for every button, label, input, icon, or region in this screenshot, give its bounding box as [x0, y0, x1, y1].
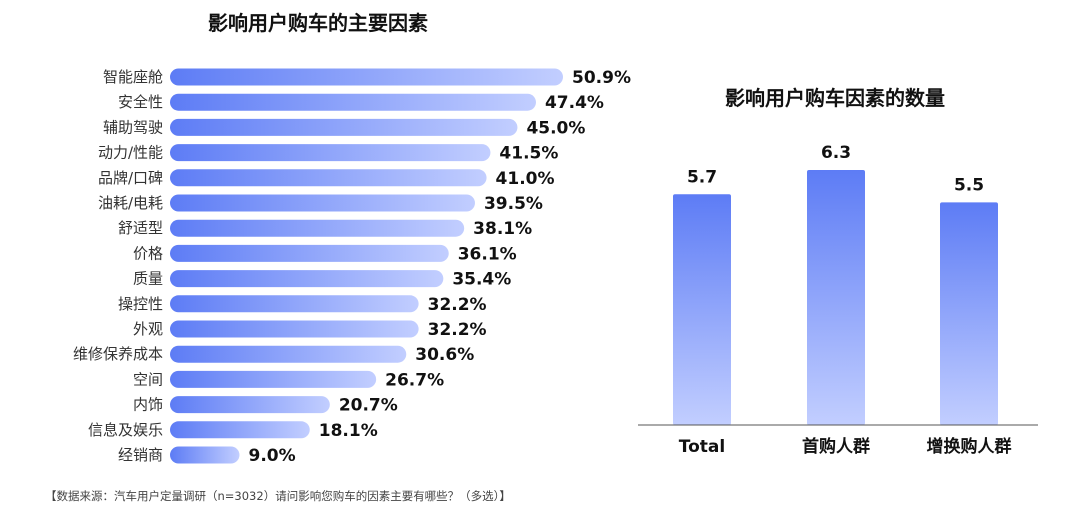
category-label: 智能座舱 [103, 68, 163, 86]
value-label: 20.7% [339, 396, 398, 416]
value-label: 30.6% [415, 345, 474, 365]
value-label: 35.4% [452, 270, 511, 290]
value-label: 32.2% [428, 295, 487, 315]
source-note: 【数据来源：汽车用户定量调研（n=3032）请问影响您购车的因素主要有哪些？（多… [45, 489, 511, 503]
value-label: 41.5% [499, 144, 558, 164]
category-label: 内饰 [133, 396, 163, 414]
bar [170, 144, 491, 162]
value-label: 18.1% [319, 421, 378, 441]
category-label: 价格 [133, 244, 163, 262]
bar [170, 345, 407, 363]
category-label: 操控性 [118, 295, 163, 313]
right-chart-title: 影响用户购车因素的数量 [725, 86, 945, 110]
value-label: 5.5 [954, 175, 984, 195]
vertical-bar-chart: 影响用户购车因素的数量 5.7 Total 6.3 首购人群 5.5 增换购人群 [638, 86, 1038, 457]
category-label: Total [679, 437, 725, 457]
bar [170, 370, 377, 388]
category-label: 经销商 [118, 446, 163, 464]
bar [170, 244, 449, 262]
category-label: 首购人群 [802, 436, 870, 457]
value-label: 32.2% [428, 320, 487, 340]
bar [170, 320, 419, 338]
category-label: 信息及娱乐 [88, 421, 163, 439]
left-chart-title: 影响用户购车的主要因素 [208, 11, 428, 35]
bar [170, 219, 465, 237]
value-label: 38.1% [473, 219, 532, 239]
bar [170, 194, 475, 212]
value-label: 5.7 [687, 167, 717, 187]
category-label: 增换购人群 [927, 436, 1012, 457]
bar [170, 118, 518, 136]
value-label: 9.0% [248, 446, 295, 466]
bar [170, 446, 240, 464]
bar [940, 202, 998, 425]
bar [170, 68, 563, 86]
bar [170, 421, 310, 439]
bar [170, 169, 487, 187]
category-label: 空间 [133, 370, 163, 388]
category-label: 油耗/电耗 [98, 194, 163, 212]
bar [807, 170, 865, 425]
category-label: 品牌/口碑 [98, 169, 163, 187]
category-label: 安全性 [118, 93, 163, 111]
bar [170, 270, 444, 288]
bar [170, 93, 536, 111]
value-label: 39.5% [484, 194, 543, 214]
bar [170, 295, 419, 313]
horizontal-bar-chart: 影响用户购车的主要因素 智能座舱 50.9% 安全性 47.4% 辅助驾驶 45.0% 动力… [73, 11, 631, 466]
value-label: 50.9% [572, 68, 631, 88]
value-label: 41.0% [496, 169, 555, 189]
category-label: 质量 [133, 270, 163, 288]
category-label: 舒适型 [118, 219, 163, 237]
value-label: 26.7% [385, 370, 444, 390]
category-label: 动力/性能 [98, 144, 163, 162]
category-label: 外观 [133, 320, 163, 338]
value-label: 6.3 [821, 143, 851, 163]
bar [673, 194, 731, 425]
value-label: 45.0% [526, 118, 585, 138]
bar [170, 396, 330, 414]
category-label: 辅助驾驶 [103, 118, 163, 136]
value-label: 47.4% [545, 93, 604, 113]
category-label: 维修保养成本 [73, 345, 163, 363]
value-label: 36.1% [458, 244, 517, 264]
